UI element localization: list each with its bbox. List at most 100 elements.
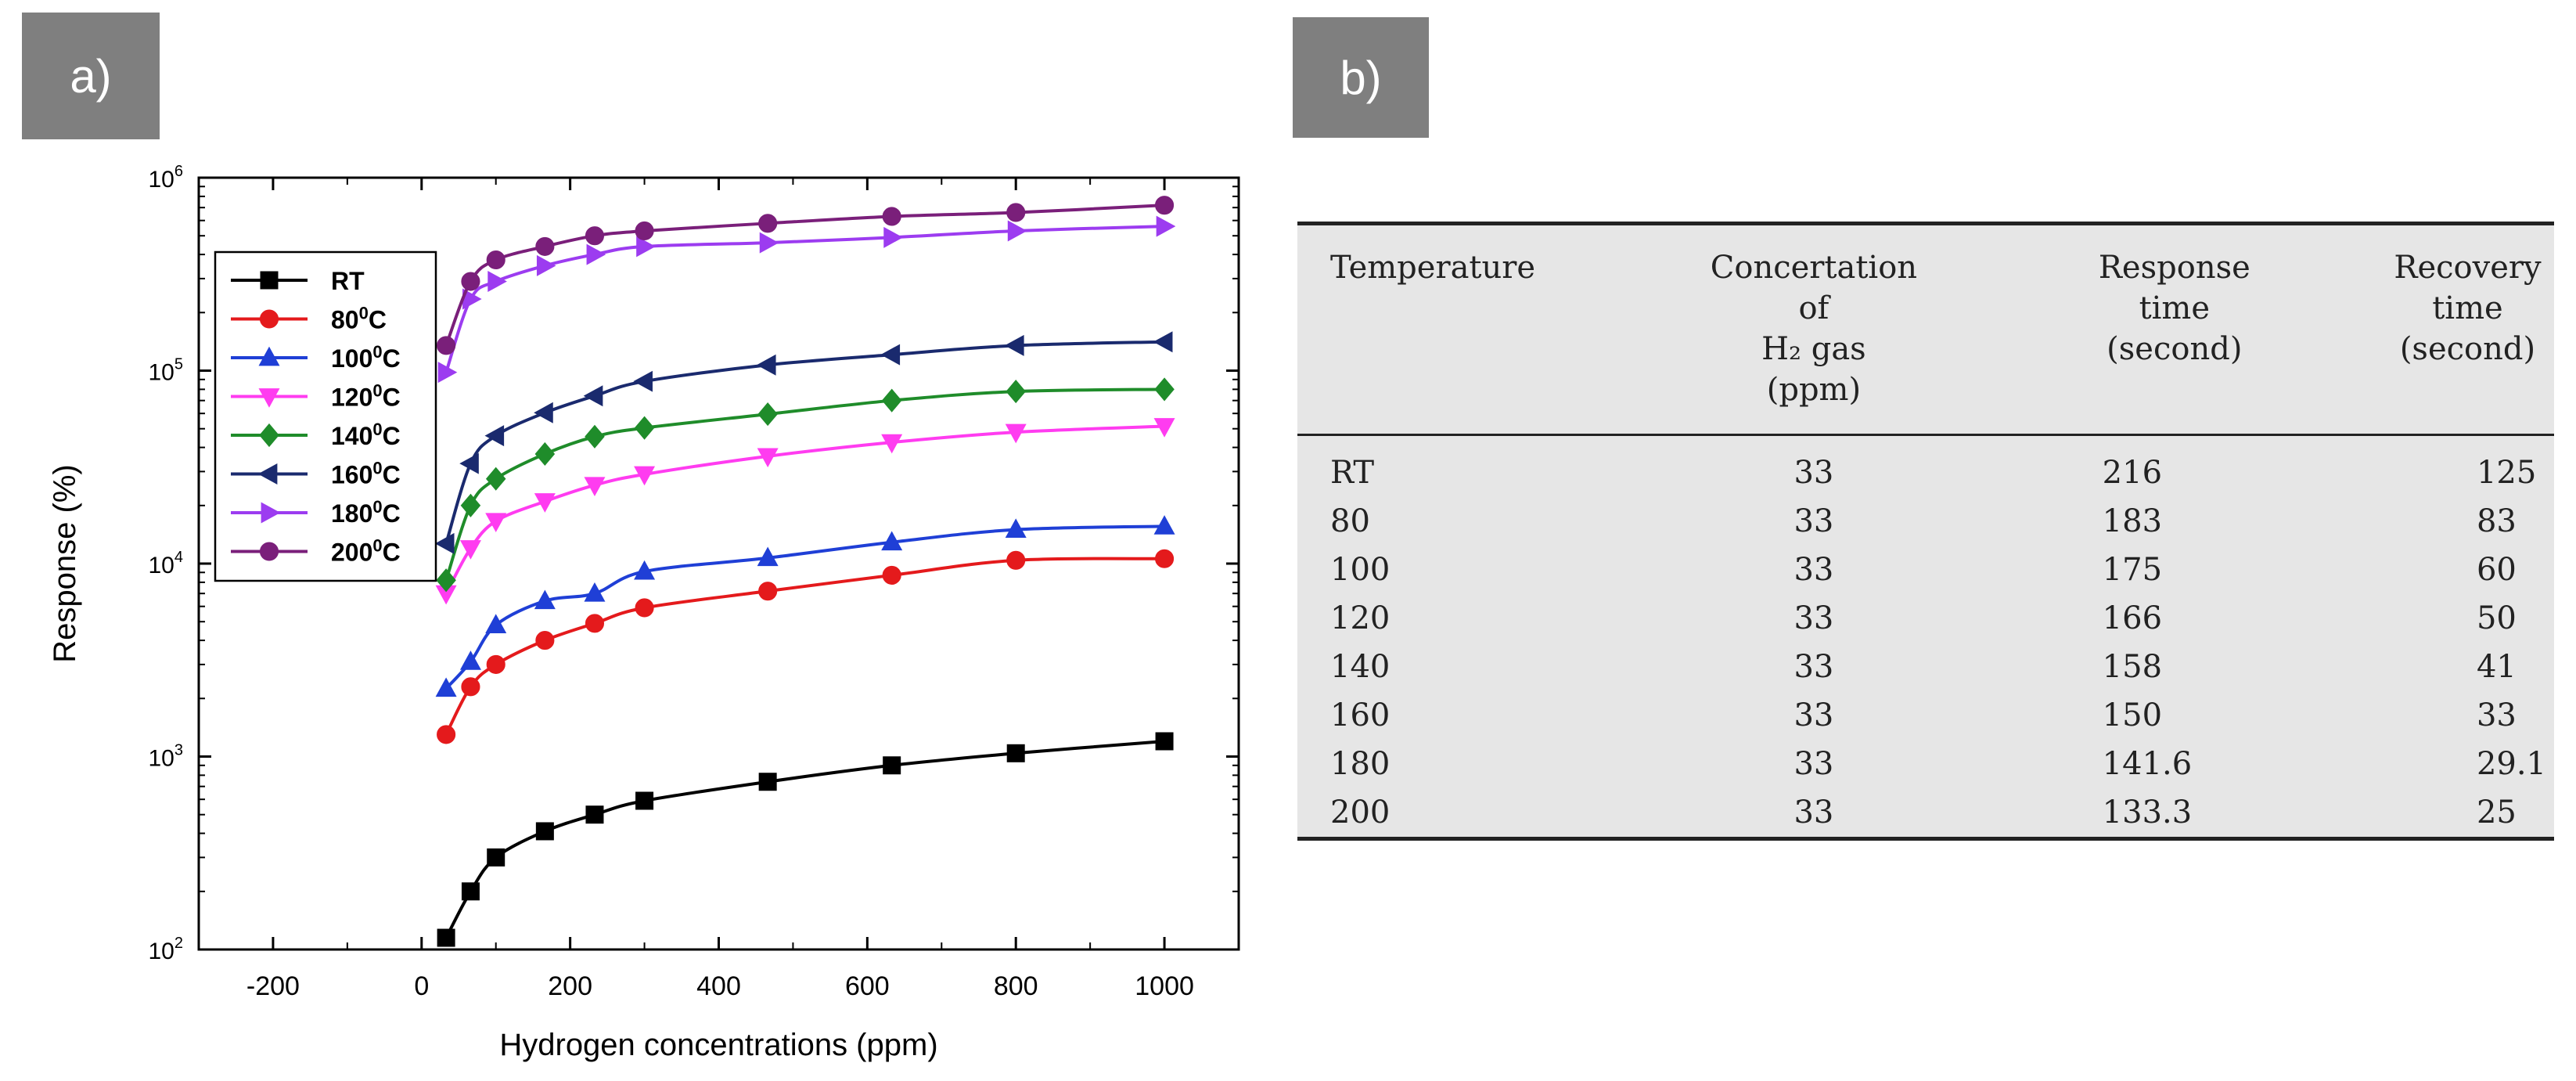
data-point bbox=[459, 452, 479, 474]
data-point bbox=[435, 677, 457, 697]
table-cell: 33 bbox=[1793, 649, 1834, 685]
legend-marker bbox=[261, 502, 281, 524]
table-cell: 166 bbox=[2102, 600, 2163, 636]
data-point bbox=[882, 207, 901, 226]
table-cell: 33 bbox=[1793, 552, 1834, 588]
data-point bbox=[1154, 377, 1175, 402]
data-point bbox=[534, 589, 556, 610]
series-line bbox=[444, 340, 1165, 544]
table-cell: 50 bbox=[2476, 600, 2517, 636]
table-cell: 25 bbox=[2476, 795, 2517, 831]
data-point bbox=[1005, 423, 1027, 444]
header-line: Response bbox=[2098, 250, 2250, 286]
data-point bbox=[437, 362, 458, 384]
y-axis-ticks: 102 103 104 105 106 bbox=[149, 163, 1239, 964]
series-line bbox=[444, 557, 1165, 736]
table-cell: 33 bbox=[1793, 746, 1834, 782]
results-table: Temperature Concertation of H₂ gas (ppm) Resp… bbox=[1297, 222, 2554, 841]
table-cell: 140 bbox=[1330, 649, 1391, 685]
x-axis-title: Hydrogen concentrations (ppm) bbox=[499, 1028, 937, 1062]
legend-label: 1000C bbox=[331, 342, 401, 373]
data-point bbox=[634, 466, 656, 486]
data-point bbox=[1155, 549, 1175, 568]
series-4 bbox=[436, 377, 1175, 593]
data-point bbox=[436, 568, 456, 593]
data-point bbox=[460, 493, 481, 517]
table-cell: 150 bbox=[2102, 697, 2163, 733]
data-point bbox=[461, 882, 480, 901]
table-header-row: Temperature Concertation of H₂ gas (ppm) Resp… bbox=[1297, 223, 2554, 435]
legend-label: 1200C bbox=[331, 381, 401, 412]
data-point bbox=[882, 565, 901, 585]
series-5 bbox=[434, 331, 1173, 554]
data-point bbox=[1004, 334, 1024, 356]
series-3 bbox=[435, 418, 1175, 605]
table-cell: 80 bbox=[1330, 503, 1370, 539]
table-cell: 158 bbox=[2102, 649, 2163, 685]
panel-b-label: b) bbox=[1293, 17, 1429, 138]
data-point bbox=[883, 226, 903, 248]
data-point bbox=[486, 654, 505, 674]
legend-label: 1600C bbox=[331, 459, 401, 489]
header-line: Recovery bbox=[2394, 250, 2542, 286]
legend-label: RT bbox=[331, 267, 365, 295]
legend-marker bbox=[258, 388, 280, 408]
data-point bbox=[759, 232, 779, 254]
data-point bbox=[534, 441, 556, 467]
header-line: (second) bbox=[2399, 331, 2536, 367]
legend-marker bbox=[260, 271, 279, 290]
data-point bbox=[584, 477, 606, 497]
data-point bbox=[1153, 418, 1175, 438]
data-point bbox=[634, 560, 656, 580]
table-cell: 60 bbox=[2476, 552, 2517, 588]
header-line: H₂ gas bbox=[1761, 331, 1866, 367]
legend-label: 2000C bbox=[331, 536, 401, 567]
table-header-cell: Response time (second) bbox=[1968, 224, 2381, 435]
legend-box bbox=[214, 250, 437, 582]
table-cell: 33 bbox=[1793, 795, 1834, 831]
data-point bbox=[459, 650, 481, 670]
data-point bbox=[585, 805, 604, 824]
table-cell: 160 bbox=[1330, 697, 1391, 733]
panel-a-label: a) bbox=[22, 13, 160, 139]
y-axis-title: Response (%) bbox=[48, 464, 82, 662]
y-tick-label: 106 bbox=[149, 163, 184, 193]
data-point bbox=[1006, 203, 1026, 222]
panel-b-label-text: b) bbox=[1340, 51, 1382, 104]
x-tick-label: 400 bbox=[696, 971, 741, 1001]
header-line: of bbox=[1798, 290, 1829, 326]
table-row: 180 33 141.6 29.1 bbox=[1297, 740, 2554, 788]
table-row: 200 33 133.3 25 bbox=[1297, 788, 2554, 839]
data-point bbox=[881, 388, 902, 413]
table-cell: 141.6 bbox=[2102, 746, 2193, 782]
series-line bbox=[444, 204, 1165, 347]
data-point bbox=[485, 467, 506, 491]
data-point bbox=[756, 354, 776, 376]
data-point bbox=[1005, 518, 1027, 538]
legend-marker bbox=[257, 463, 278, 485]
data-point bbox=[437, 928, 455, 947]
data-point bbox=[535, 236, 555, 256]
header-line: Temperature bbox=[1330, 250, 1536, 286]
table-cell: 83 bbox=[2476, 503, 2517, 539]
table-cell: 125 bbox=[2476, 455, 2537, 491]
header-line: (ppm) bbox=[1766, 372, 1862, 408]
series-1 bbox=[437, 549, 1175, 744]
x-axis-ticks: -200 0 200 400 600 800 1000 bbox=[246, 178, 1194, 1001]
data-point bbox=[758, 773, 777, 791]
y-tick-label: 102 bbox=[149, 935, 184, 964]
header-line: (second) bbox=[2106, 331, 2243, 367]
data-point bbox=[461, 677, 480, 697]
data-point bbox=[1006, 550, 1026, 570]
legend-label: 800C bbox=[331, 304, 387, 334]
table-row: 160 33 150 33 bbox=[1297, 691, 2554, 740]
data-point bbox=[1156, 215, 1176, 237]
table-cell: 33 bbox=[2476, 697, 2517, 733]
y-tick-label: 103 bbox=[149, 742, 184, 772]
data-point bbox=[487, 271, 507, 293]
data-point bbox=[1006, 744, 1025, 762]
header-line: time bbox=[2432, 290, 2503, 326]
data-point bbox=[459, 540, 481, 560]
data-point bbox=[635, 791, 654, 810]
table-row: 80 33 183 83 bbox=[1297, 497, 2554, 546]
